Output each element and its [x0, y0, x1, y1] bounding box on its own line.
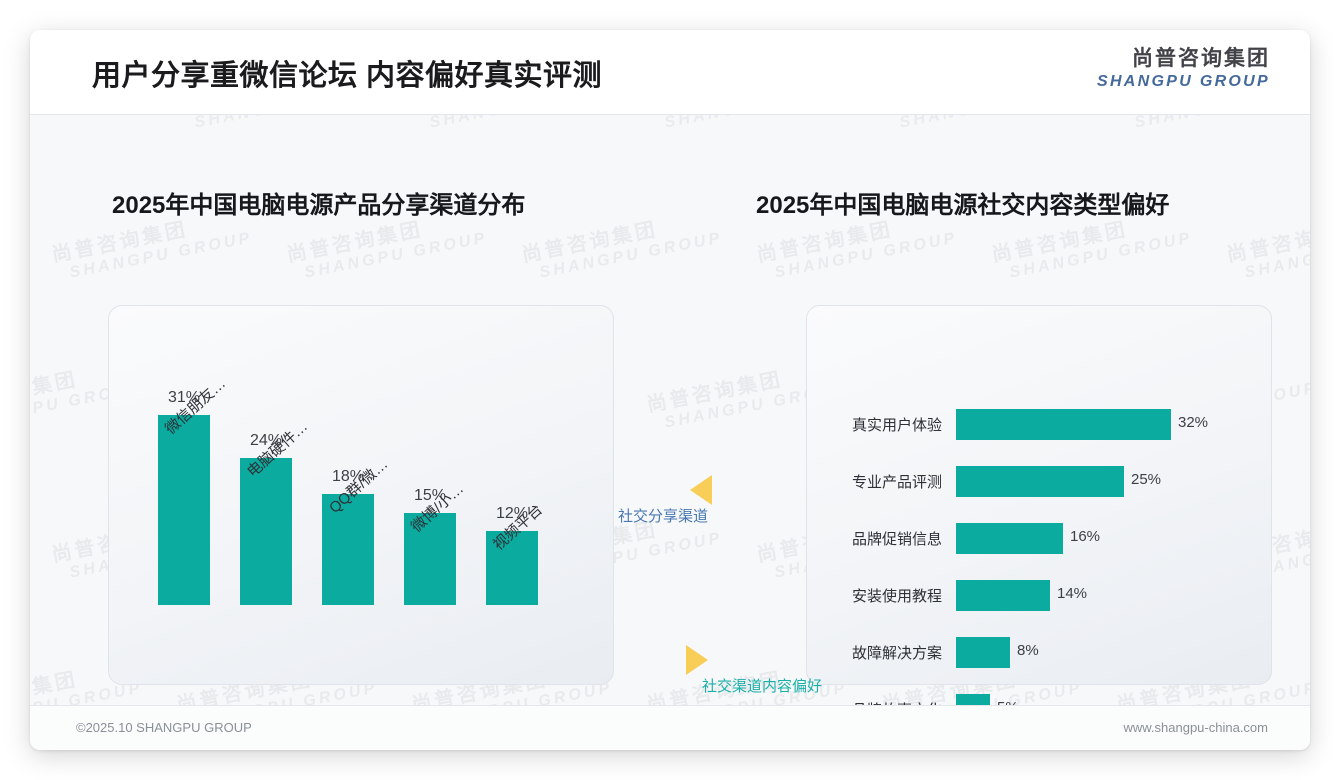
page-title: 用户分享重微信论坛 内容偏好真实评测: [92, 60, 603, 92]
slide-header: 用户分享重微信论坛 内容偏好真实评测 尚普咨询集团 SHANGPU GROUP: [30, 30, 1310, 115]
website-link[interactable]: www.shangpu-china.com: [1123, 720, 1268, 735]
bar-row: 专业产品评测 25%: [806, 462, 1272, 500]
bar[interactable]: [322, 494, 374, 605]
right-chart-title: 2025年中国电脑电源社交内容类型偏好: [756, 192, 1170, 219]
bar[interactable]: [956, 580, 1050, 611]
left-chart-title: 2025年中国电脑电源产品分享渠道分布: [112, 192, 526, 219]
annotation-label: 社交分享渠道: [618, 508, 709, 525]
category-axis-label: 品牌促销信息: [851, 531, 942, 548]
bar[interactable]: [158, 415, 210, 605]
category-axis-label: 安装使用教程: [851, 588, 942, 605]
bar-row: 品牌促销信息 16%: [806, 519, 1272, 557]
triangle-right-icon: [686, 645, 708, 675]
bar-value-label: 15%: [413, 487, 447, 504]
bar[interactable]: [956, 466, 1124, 497]
copyright-text: ©2025.10 SHANGPU GROUP: [76, 720, 252, 735]
bar-value-label: 18%: [331, 468, 365, 485]
vertical-bar-chart: 31% 微信朋友… 24% 电脑硬件… 18% QQ群/微… 15% 微博/小… 12% 视频平台: [108, 305, 614, 685]
bar-group: 12% 视频平台: [486, 501, 546, 605]
bar-row: 安装使用教程 14%: [806, 576, 1272, 614]
bar-value-label: 32%: [1178, 414, 1209, 431]
bar-group: 15% 微博/小…: [404, 480, 467, 605]
slide-body: 尚普咨询集团 SHANGPU GROUP 尚普咨询集团 SHANGPU GROUP 尚普…: [30, 115, 1310, 705]
bar-row: 故障解决方案 8%: [806, 633, 1272, 671]
bar[interactable]: [956, 409, 1171, 440]
bar-value-label: 5%: [997, 699, 1019, 705]
horizontal-bar-chart: 真实用户体验 32% 专业产品评测 25% 品牌促销信息 16% 安装使用教程 14% 故障解决…: [806, 305, 1272, 705]
bar[interactable]: [956, 694, 990, 705]
bar-row: 真实用户体验 32%: [806, 405, 1272, 443]
bar[interactable]: [486, 531, 538, 605]
bar[interactable]: [240, 458, 292, 605]
slide-canvas: 用户分享重微信论坛 内容偏好真实评测 尚普咨询集团 SHANGPU GROUP …: [30, 30, 1310, 750]
bar[interactable]: [956, 637, 1010, 668]
brand-logo: 尚普咨询集团 SHANGPU GROUP: [1097, 48, 1270, 90]
category-axis-label: 专业产品评测: [851, 474, 942, 491]
bar-value-label: 31%: [167, 389, 201, 406]
category-axis-label: 故障解决方案: [851, 645, 942, 662]
bar-value-label: 12%: [495, 505, 529, 522]
bar-value-label: 16%: [1070, 528, 1101, 545]
bar-value-label: 24%: [249, 432, 283, 449]
bar-group: 24% 电脑硬件…: [240, 418, 311, 605]
bar[interactable]: [404, 513, 456, 605]
logo-chinese-text: 尚普咨询集团: [1132, 47, 1270, 70]
bar-value-label: 14%: [1057, 585, 1088, 602]
bar-group: 18% QQ群/微…: [322, 456, 391, 605]
bar-value-label: 8%: [1017, 642, 1039, 659]
annotation-label: 社交渠道内容偏好: [702, 678, 823, 695]
category-axis-label: 品牌故事文化: [818, 699, 942, 705]
triangle-left-icon: [690, 475, 712, 505]
bar[interactable]: [956, 523, 1063, 554]
category-axis-label: 真实用户体验: [851, 417, 942, 434]
slide-footer: ©2025.10 SHANGPU GROUP www.shangpu-china…: [30, 705, 1310, 750]
bar-group: 31% 微信朋友…: [158, 375, 229, 605]
logo-english-text: SHANGPU GROUP: [1096, 73, 1270, 90]
bar-value-label: 25%: [1131, 471, 1162, 488]
bar-row: 品牌故事文化 5%: [806, 690, 1272, 705]
